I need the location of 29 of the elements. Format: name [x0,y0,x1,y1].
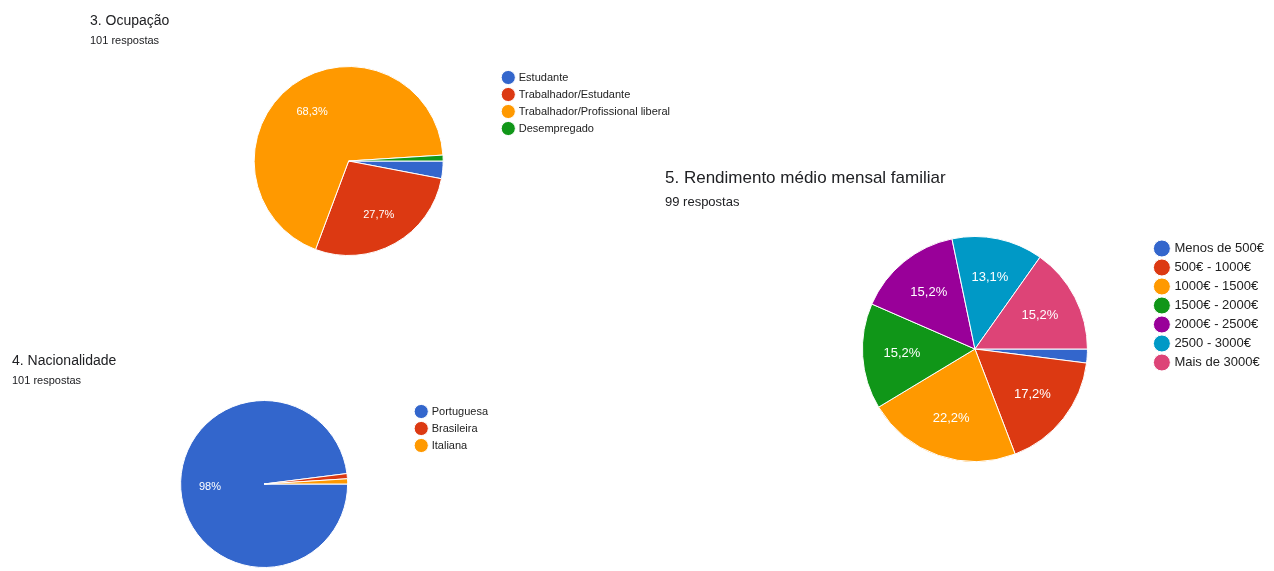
legend-label: Menos de 500€ [1174,240,1265,256]
data-label: 15,2% [883,345,921,361]
data-label: 13,1% [971,268,1009,284]
text: 3. Ocupação [90,12,170,28]
legend-label: Portuguesa [431,404,489,417]
data-label: 15,2% [1021,307,1059,322]
legend-label: Desempregado [518,121,594,134]
legend-label: Italiana [431,438,469,451]
legend-label: 2500 - 3000€ [1174,335,1252,351]
legend-label: Estudante [518,70,569,83]
legend-label: 500€ - 1000€ [1174,259,1252,275]
legend-label: 1000€ - 1500€ [1174,278,1259,294]
text: 99 respostas [665,194,741,209]
legend-label: 1500€ - 2000€ [1174,297,1259,313]
legend-label: Trabalhador/Profissional liberal [518,104,671,117]
legend-label: Mais de 3000€ [1174,354,1261,370]
text: 4. Nacionalidade [12,352,117,368]
chart-title: 5. Rendimento médio mensal familiar [665,168,946,188]
data-label: 22,2% [932,409,971,425]
data-label: 68,3% [296,104,328,117]
data-label: 15,2% [910,283,948,299]
legend-label: Trabalhador/Estudante [518,87,631,100]
legend-label: 2000€ - 2500€ [1174,316,1259,332]
text: 101 respostas [12,374,83,386]
text: 101 respostas [90,34,161,46]
data-label: 27,7% [363,207,395,220]
data-label: 98% [198,480,222,493]
data-label: 17,2% [1014,385,1052,401]
legend-label: Brasileira [431,421,479,434]
